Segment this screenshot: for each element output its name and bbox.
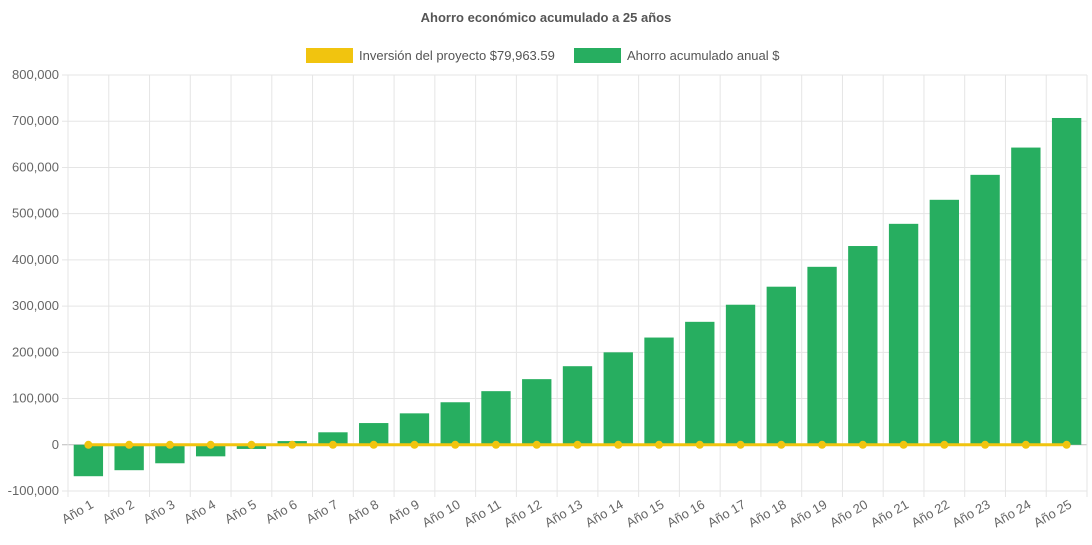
y-tick-label: 600,000 (12, 159, 59, 174)
x-tick-label: Año 3 (140, 497, 177, 527)
point-inversion[interactable] (165, 440, 174, 449)
bar-ahorro[interactable] (766, 286, 796, 445)
point-inversion[interactable] (614, 440, 623, 449)
bar-ahorro[interactable] (359, 423, 389, 445)
x-tick-label: Año 16 (664, 497, 707, 531)
investment-line (84, 440, 1071, 449)
point-inversion[interactable] (1062, 440, 1071, 449)
x-tick-label: Año 1 (59, 497, 96, 527)
bar-ahorro[interactable] (114, 444, 144, 471)
point-inversion[interactable] (288, 440, 297, 449)
y-tick-label: 700,000 (12, 113, 59, 128)
y-tick-label: 100,000 (12, 391, 59, 406)
x-tick-label: Año 10 (420, 497, 463, 531)
bar-ahorro[interactable] (481, 391, 511, 445)
x-tick-label: Año 25 (1031, 497, 1074, 531)
point-inversion[interactable] (410, 440, 419, 449)
point-inversion[interactable] (491, 440, 500, 449)
point-inversion[interactable] (532, 440, 541, 449)
bar-ahorro[interactable] (603, 352, 633, 445)
y-tick-label: 800,000 (12, 67, 59, 82)
point-inversion[interactable] (369, 440, 378, 449)
bar-ahorro[interactable] (888, 223, 919, 445)
bar-ahorro[interactable] (1051, 117, 1082, 445)
legend-item-inversion[interactable]: Inversión del proyecto $79,963.59 (306, 48, 555, 63)
y-axis: -100,000 0 100,000 200,000 300,000 400,000 500… (8, 67, 59, 498)
bar-ahorro[interactable] (807, 266, 837, 445)
bar-ahorro[interactable] (440, 402, 470, 445)
x-tick-label: Año 20 (827, 497, 870, 531)
point-inversion[interactable] (655, 440, 664, 449)
x-tick-label: Año 11 (461, 497, 503, 530)
bar-ahorro[interactable] (1011, 147, 1041, 445)
bar-ahorro[interactable] (522, 379, 552, 445)
x-tick-label: Año 7 (304, 497, 341, 527)
x-tick-label: Año 23 (949, 497, 992, 531)
y-tick-label: 500,000 (12, 206, 59, 221)
legend-label-inversion: Inversión del proyecto $79,963.59 (359, 48, 555, 63)
x-axis: Año 1 Año 2 Año 3 Año 4 Año 5 Año 6 Año 7 Año 8… (59, 497, 1074, 531)
bar-ahorro[interactable] (725, 304, 756, 445)
point-inversion[interactable] (328, 440, 337, 449)
bars (73, 117, 1082, 477)
y-tick-label: -100,000 (8, 483, 59, 498)
point-inversion[interactable] (981, 440, 990, 449)
point-inversion[interactable] (736, 440, 745, 449)
x-tick-label: Año 9 (385, 497, 422, 527)
point-inversion[interactable] (940, 440, 949, 449)
x-tick-label: Año 13 (542, 497, 585, 531)
legend-label-ahorro: Ahorro acumulado anual $ (627, 48, 780, 63)
legend-item-ahorro[interactable]: Ahorro acumulado anual $ (574, 48, 780, 63)
bar-ahorro[interactable] (73, 444, 104, 477)
bar-ahorro[interactable] (848, 246, 878, 445)
point-inversion[interactable] (818, 440, 827, 449)
x-tick-label: Año 5 (222, 497, 259, 527)
x-tick-label: Año 21 (868, 497, 911, 531)
point-inversion[interactable] (84, 440, 93, 449)
legend: Inversión del proyecto $79,963.59 Ahorro… (306, 48, 780, 63)
x-tick-label: Año 14 (583, 497, 626, 531)
grid (62, 74, 1088, 497)
x-tick-label: Año 12 (501, 497, 544, 531)
x-tick-label: Año 4 (181, 497, 218, 527)
bar-ahorro[interactable] (195, 444, 226, 457)
bar-ahorro[interactable] (644, 337, 674, 445)
x-tick-label: Año 24 (990, 497, 1033, 531)
x-tick-label: Año 19 (786, 497, 829, 531)
y-tick-label: 300,000 (12, 298, 59, 313)
x-tick-label: Año 2 (100, 497, 137, 527)
y-tick-label: 0 (52, 437, 59, 452)
bar-ahorro[interactable] (318, 432, 348, 445)
point-inversion[interactable] (247, 440, 256, 449)
point-inversion[interactable] (858, 440, 867, 449)
legend-swatch-ahorro (574, 48, 621, 63)
x-tick-label: Año 6 (263, 497, 300, 527)
x-tick-label: Año 15 (623, 497, 666, 531)
x-tick-label: Año 22 (909, 497, 952, 531)
bar-ahorro[interactable] (399, 413, 430, 445)
point-inversion[interactable] (899, 440, 908, 449)
point-inversion[interactable] (1021, 440, 1030, 449)
bar-ahorro[interactable] (562, 366, 593, 445)
bar-ahorro[interactable] (155, 444, 185, 464)
point-inversion[interactable] (777, 440, 786, 449)
legend-swatch-inversion (306, 48, 353, 63)
y-tick-label: 400,000 (12, 252, 59, 267)
x-tick-label: Año 8 (344, 497, 381, 527)
point-inversion[interactable] (573, 440, 582, 449)
bar-ahorro[interactable] (929, 199, 960, 445)
x-tick-label: Año 18 (746, 497, 789, 531)
bar-ahorro[interactable] (970, 174, 1000, 445)
y-tick-label: 200,000 (12, 344, 59, 359)
chart-title: Ahorro económico acumulado a 25 años (421, 10, 672, 25)
point-inversion[interactable] (125, 440, 134, 449)
bar-ahorro[interactable] (685, 321, 715, 445)
point-inversion[interactable] (451, 440, 460, 449)
x-tick-label: Año 17 (705, 497, 748, 531)
point-inversion[interactable] (206, 440, 215, 449)
point-inversion[interactable] (695, 440, 704, 449)
